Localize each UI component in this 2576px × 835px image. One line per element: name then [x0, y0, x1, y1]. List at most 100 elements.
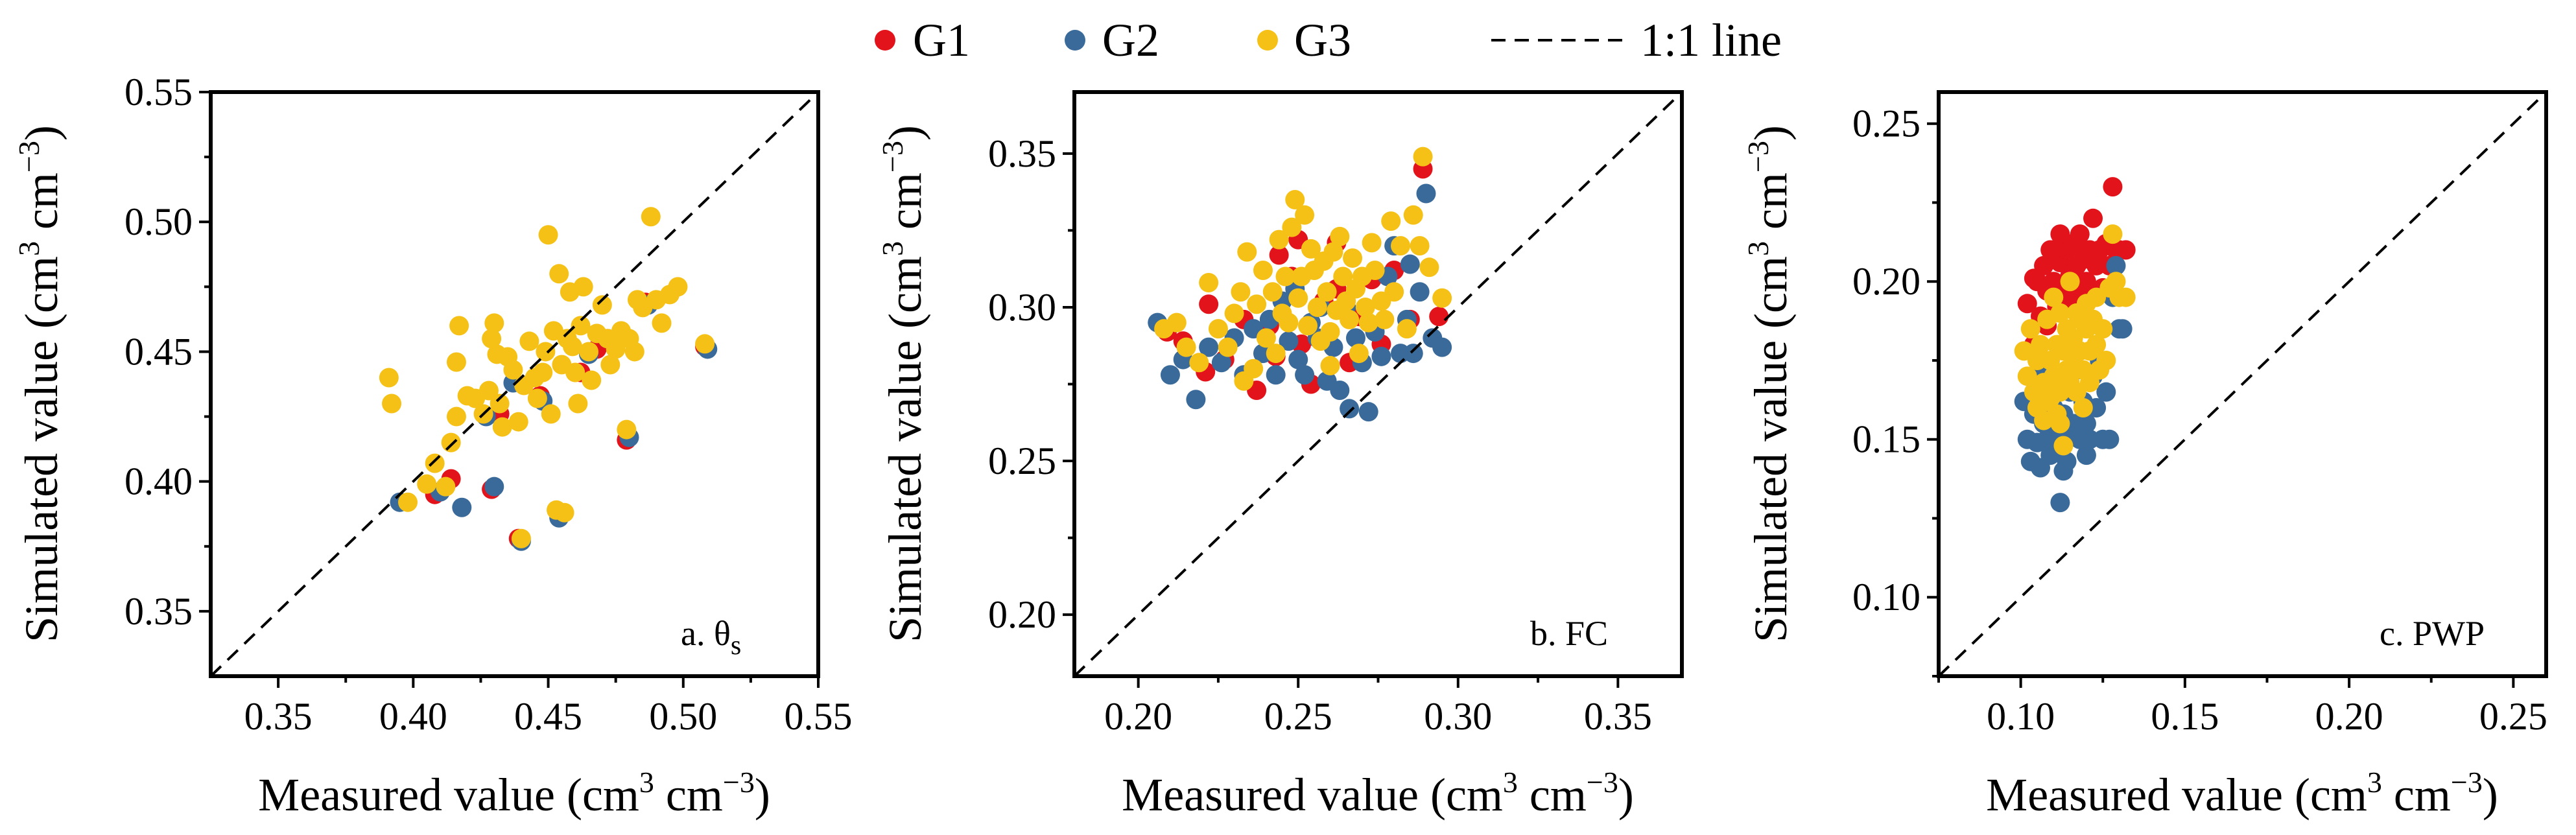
- panel-b-point-g3: [1234, 371, 1254, 391]
- panel-b-point-g3: [1301, 239, 1321, 259]
- panel-b-point-g2: [1288, 349, 1308, 370]
- panel-a-point-g3: [641, 207, 661, 227]
- legend-item-g3: G3: [1257, 14, 1351, 66]
- panel-b-frame: [1072, 90, 1684, 678]
- panel-c-point-g2: [2099, 429, 2120, 449]
- panel-b-one-to-one-line: [1073, 91, 1683, 677]
- panel-a-point-g3: [624, 342, 644, 362]
- panel-a-point-g3: [484, 313, 504, 333]
- panel-b-point-g3: [1208, 319, 1228, 339]
- panel-b-point-g3: [1247, 294, 1267, 314]
- panel-c-one-to-one-line: [1937, 91, 2547, 677]
- panel-c-point-g1: [2076, 272, 2096, 292]
- legend-item-g2: G2: [1065, 14, 1159, 66]
- panel-b-point-g3: [1317, 282, 1337, 302]
- panel-a-xtick-label: 0.40: [379, 695, 447, 738]
- legend-marker-g2: [1065, 30, 1085, 51]
- panel-c-xtick-label: 0.25: [2479, 695, 2547, 738]
- panel-b-point-g3: [1384, 282, 1404, 302]
- panel-b-point-g3: [1256, 328, 1276, 348]
- panel-b-point-g2: [1211, 353, 1231, 373]
- panel-c-point-g3: [2050, 414, 2070, 434]
- panel-c-point-g2: [2106, 255, 2126, 276]
- panel-a-point-g3: [511, 528, 531, 548]
- panel-a-point-g3: [573, 277, 593, 297]
- panel-a-one-to-one-line: [209, 91, 820, 677]
- panel-b-xlabel: Measured value (cm3 cm−3): [1122, 766, 1634, 821]
- panel-c-point-g3: [2103, 224, 2123, 244]
- panel-a-point-g3: [527, 388, 547, 408]
- panel-c-point-g3: [2017, 366, 2037, 386]
- panel-b-label: b. FC: [1530, 614, 1608, 653]
- panel-c-frame: [1937, 90, 2548, 678]
- panel-c-point-g2: [2076, 445, 2096, 465]
- panel-a-point-g3: [503, 360, 523, 380]
- panel-c-point-g3: [2116, 287, 2136, 307]
- panel-c-point-g3: [2106, 272, 2126, 292]
- panel-a-point-g3: [592, 295, 612, 315]
- panel-a-point-g3: [617, 419, 637, 440]
- panel-b: 0.20 0.25 0.30 0.35 0.20 0.25 0.30 0.35 b. FC M…: [876, 90, 1684, 821]
- panel-a-point-g3: [668, 277, 688, 297]
- panel-a-point-g3: [549, 264, 569, 284]
- panel-a-point-g3: [446, 352, 466, 372]
- panel-b-point-g3: [1362, 233, 1382, 253]
- panel-a-ytick-label: 0.55: [124, 71, 193, 113]
- panel-b-point-g2: [1358, 402, 1378, 422]
- panel-a-point-g3: [379, 368, 399, 388]
- panel-c-point-g3: [2053, 436, 2074, 456]
- panel-c-label: c. PWP: [2380, 614, 2485, 653]
- panel-b-point-g2: [1416, 183, 1436, 204]
- panel-a-point-g3: [436, 476, 456, 497]
- panel-a-point-g3: [568, 394, 588, 414]
- panel-b-point-g3: [1349, 344, 1369, 364]
- panel-a-point-g2: [452, 497, 472, 517]
- panel-c-ticks: 0.10 0.15 0.20 0.25 0.10 0.15 0.20 0.25: [1852, 102, 2547, 738]
- panel-b-point-g3: [1262, 282, 1282, 302]
- panel-b-point-g3: [1307, 297, 1327, 317]
- panel-b-point-g3: [1231, 282, 1251, 302]
- panel-a-point-g3: [490, 394, 510, 414]
- panel-a-point-g3: [565, 362, 585, 382]
- panel-b-point-g3: [1279, 312, 1299, 333]
- panel-b-point-g3: [1381, 211, 1401, 231]
- panel-b-point-g3: [1166, 312, 1187, 333]
- panel-b-xtick-label: 0.30: [1424, 695, 1492, 738]
- panel-a-ytick-label: 0.40: [124, 460, 193, 503]
- panel-b-point-g3: [1323, 242, 1343, 262]
- panel-b-point-g2: [1400, 254, 1420, 274]
- panel-c-point-g3: [2031, 335, 2051, 355]
- panel-b-point-g3: [1237, 242, 1257, 262]
- panel-b-point-g3: [1410, 236, 1430, 256]
- panel-c-xtick-label: 0.15: [2151, 695, 2219, 738]
- panel-a-xlabel: Measured value (cm3 cm−3): [258, 766, 770, 821]
- panel-b-point-g3: [1224, 303, 1244, 323]
- panel-a-point-g3: [579, 342, 599, 362]
- panel-a-point-g3: [449, 316, 469, 336]
- panel-b-point-g3: [1176, 337, 1196, 357]
- legend-label-g3: G3: [1294, 14, 1351, 66]
- panel-b-point-g2: [1340, 399, 1360, 419]
- panel-c-ytick-label: 0.25: [1852, 102, 1920, 145]
- panel-c-point-g3: [2020, 319, 2040, 339]
- panel-a-point-g3: [482, 329, 502, 349]
- panel-b-point-g2: [1160, 365, 1180, 385]
- panel-b-ytick-label: 0.30: [988, 286, 1056, 329]
- panel-c-point-g3: [2086, 335, 2107, 355]
- panel-a: 0.35 0.40 0.45 0.50 0.55 0.35 0.40 0.45 0.50 0.55…: [12, 71, 853, 821]
- panel-a-frame: [209, 90, 820, 678]
- panel-a-xtick-label: 0.50: [649, 695, 717, 738]
- panel-b-point-g3: [1391, 236, 1411, 256]
- panel-b-point-g3: [1288, 288, 1308, 308]
- panel-c-point-g3: [2093, 319, 2113, 339]
- panel-a-point-g3: [425, 453, 445, 473]
- panel-b-point-g3: [1218, 337, 1238, 357]
- panel-b-point-g3: [1330, 226, 1350, 246]
- panel-c-point-g3: [2037, 392, 2057, 412]
- panel-a-points: [379, 207, 718, 551]
- panel-c-point-g3: [2096, 350, 2116, 370]
- panel-c-point-g3: [2044, 287, 2064, 307]
- panel-c-point-g2: [2053, 461, 2074, 481]
- panel-a-point-g3: [652, 313, 672, 333]
